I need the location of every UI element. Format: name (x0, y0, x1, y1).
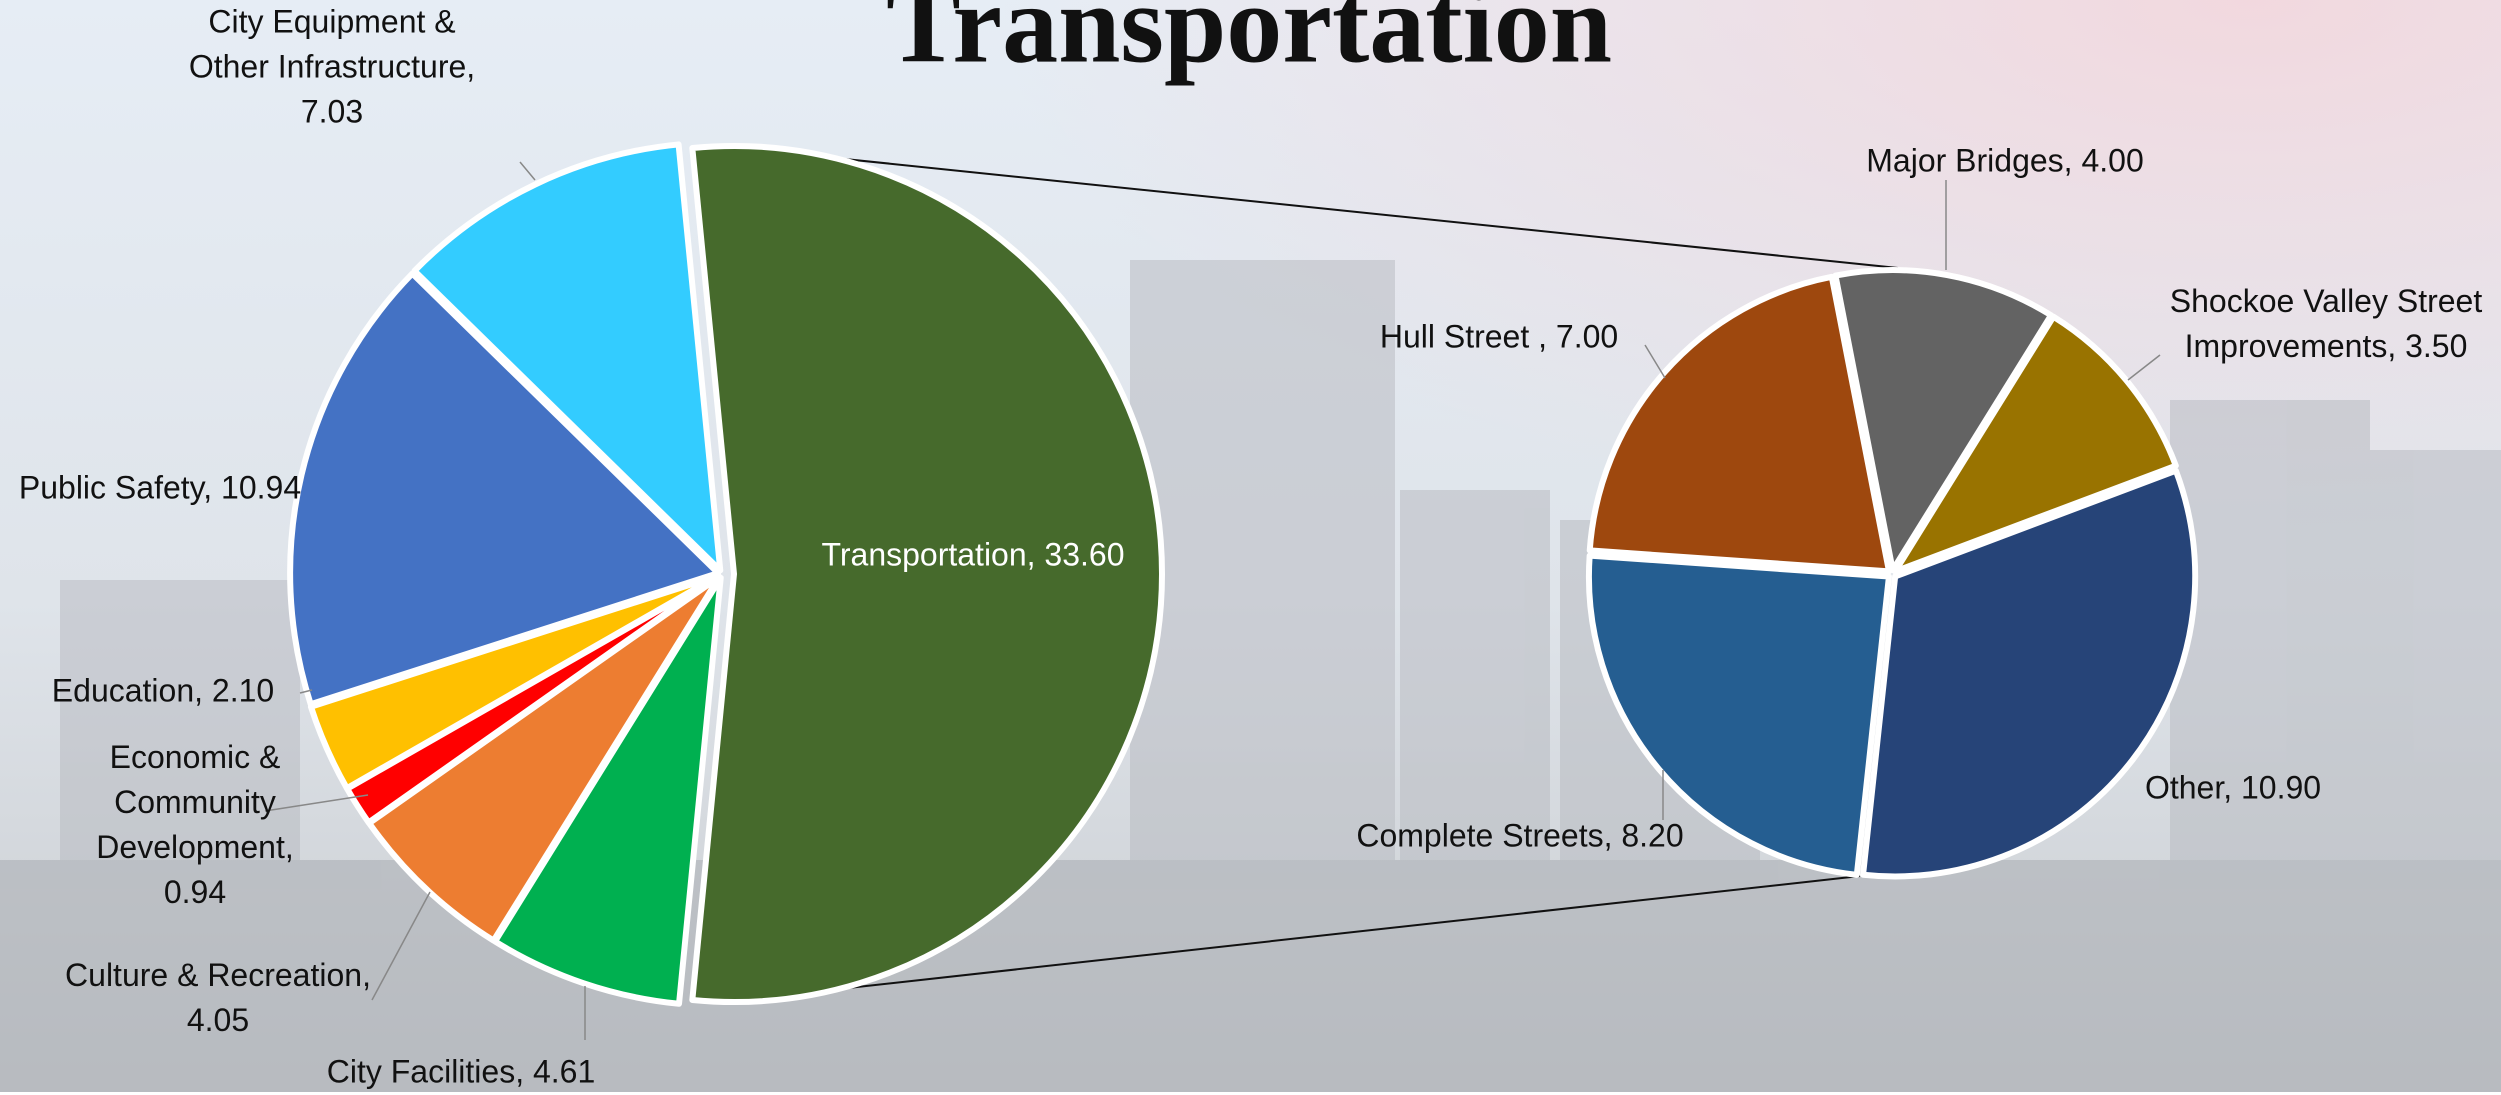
label-part: 7.03 (300, 93, 364, 130)
label-part: , (466, 48, 476, 85)
label-part: 4.00 (2081, 142, 2144, 179)
label-part: , (1026, 536, 1045, 573)
label-part: 4.61 (532, 1053, 596, 1090)
label-part: 8.20 (1621, 817, 1684, 854)
pie-slice (492, 574, 724, 1007)
data-label: City Facilities, 4.61 (327, 1050, 596, 1095)
label-part: , (362, 957, 371, 993)
label-part: 4.05 (186, 1002, 250, 1038)
label-part: , (194, 672, 212, 709)
pie-slice (1586, 552, 1892, 878)
pie-slice (1860, 467, 2199, 880)
data-label: Major Bridges, 4.00 (1866, 139, 2143, 184)
pie-slice (411, 141, 724, 574)
chart-title: Transportation (886, 0, 1612, 87)
data-label: City Equipment & Other Infrastructure, 7… (182, 0, 482, 135)
label-part: , (515, 1053, 533, 1090)
leader-line (371, 891, 431, 1001)
label-part: 3.50 (2405, 328, 2468, 364)
leader-line (2127, 354, 2161, 381)
leader-line (1644, 344, 1666, 379)
leader-line (519, 161, 536, 181)
label-part: Other (2144, 769, 2224, 806)
label-part: , (203, 469, 222, 506)
data-label: Transportation, 33.60 (822, 533, 1125, 578)
label-part: 33.60 (1044, 536, 1125, 573)
pie-slice (1832, 267, 2055, 574)
label-part: 0.94 (163, 874, 227, 910)
pie-slice (366, 573, 723, 944)
leader-line (264, 794, 369, 812)
connector-line (805, 154, 1899, 269)
label-part: , (1538, 318, 1556, 355)
label-part: , (2223, 769, 2241, 806)
data-label: Public Safety, 10.94 (19, 466, 301, 511)
label-part: Economic & Community Development (96, 739, 285, 865)
data-label: Complete Streets, 8.20 (1356, 814, 1683, 859)
leader-line (299, 689, 313, 694)
label-part: , (1603, 817, 1622, 854)
label-part: City Facilities (326, 1053, 516, 1090)
data-label: Other, 10.90 (2145, 766, 2321, 811)
label-part: 10.90 (2240, 769, 2322, 806)
pie-slice (689, 143, 1165, 1005)
label-part: Complete Streets (1356, 817, 1604, 854)
label-part: Education (51, 672, 195, 709)
label-part: 2.10 (211, 672, 275, 709)
data-label: Culture & Recreation, 4.05 (38, 953, 398, 1043)
data-label: Shockoe Valley Street Improvements, 3.50 (2156, 279, 2496, 369)
pie-slice (1586, 273, 1892, 575)
label-part: Culture & Recreation (65, 957, 363, 993)
data-label: Education, 2.10 (52, 669, 274, 714)
label-part: City Equipment & Other Infrastructure (188, 3, 467, 85)
label-part: , (2387, 328, 2406, 364)
data-label: Economic & Community Development, 0.94 (70, 735, 320, 915)
data-label: Hull Street , 7.00 (1380, 315, 1618, 360)
connector-line (811, 875, 1861, 993)
label-part: , (2063, 142, 2082, 179)
label-part: Shockoe Valley Street Improvements (2169, 283, 2483, 364)
label-part: Hull Street (1379, 318, 1539, 355)
pie-slice (287, 270, 722, 708)
label-part: Major Bridges (1866, 142, 2064, 179)
label-part: Transportation (821, 536, 1027, 573)
label-part: 7.00 (1555, 318, 1619, 355)
label-part: 10.94 (221, 469, 302, 506)
label-part: Public Safety (18, 469, 204, 506)
label-part: , (284, 829, 294, 865)
pie-slice (1892, 313, 2179, 575)
